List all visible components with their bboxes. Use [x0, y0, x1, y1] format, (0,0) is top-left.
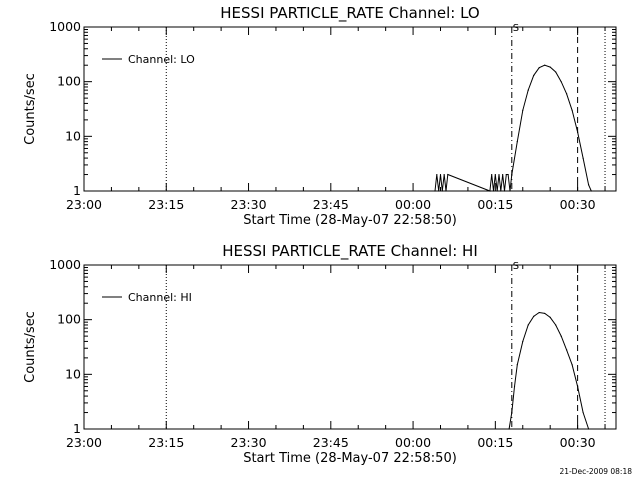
- hi-chart-title: HESSI PARTICLE_RATE Channel: HI: [222, 242, 478, 261]
- hi-series-point: [560, 335, 562, 337]
- lo-y-axis-label: Counts/sec: [23, 73, 38, 145]
- hi-series-point: [533, 315, 535, 317]
- lo-y-tick-label: 1000: [49, 19, 81, 34]
- lo-series-point: [527, 89, 529, 91]
- lo-s-marker: S: [513, 23, 519, 34]
- lo-x-tick-label: 00:30: [560, 197, 596, 212]
- lo-series-point: [447, 173, 449, 176]
- lo-series-point: [533, 74, 535, 77]
- hi-series-point: [513, 385, 516, 388]
- lo-series-point: [577, 131, 579, 133]
- lo-series-point: [496, 190, 498, 192]
- hi-series-point: [527, 324, 529, 326]
- lo-x-tick-label: 23:15: [148, 197, 184, 212]
- hi-x-tick-label: 00:00: [395, 435, 431, 450]
- lo-series-line: [434, 64, 592, 192]
- hi-x-tick-label: 00:30: [560, 435, 596, 450]
- lo-series-point: [544, 64, 546, 66]
- hi-series-point: [571, 364, 573, 366]
- hi-x-tick-label: 23:00: [66, 435, 102, 450]
- hi-x-tick-label: 00:15: [477, 435, 513, 450]
- hi-y-tick-label: 10: [65, 366, 81, 381]
- lo-legend-entry: Channel: LO: [128, 53, 195, 66]
- lo-x-tick-label: 00:00: [395, 197, 431, 212]
- lo-series-point: [436, 173, 438, 176]
- lo-series-point: [511, 173, 513, 176]
- hi-series-line: [508, 311, 590, 430]
- hi-s-marker: S: [513, 261, 519, 272]
- hi-x-tick-label: 23:45: [313, 435, 349, 450]
- hi-series-point: [508, 428, 510, 430]
- lo-series-point: [502, 173, 504, 176]
- hi-series-point: [549, 316, 551, 319]
- hi-y-tick-label: 100: [57, 312, 81, 327]
- panel-lo: HESSI PARTICLE_RATE Channel: LO 1 10 100 100…: [23, 4, 617, 228]
- lo-series-point: [590, 190, 592, 192]
- hi-series-point: [516, 364, 518, 366]
- lo-x-tick-label: 23:00: [66, 197, 102, 212]
- lo-series-point: [566, 93, 568, 95]
- lo-series-point: [507, 173, 509, 176]
- lo-series-point: [522, 109, 524, 111]
- lo-series-point: [560, 81, 562, 83]
- lo-series-point: [492, 190, 495, 192]
- lo-series-point: [509, 190, 511, 192]
- lo-series-point: [503, 190, 506, 192]
- lo-series-point: [441, 190, 443, 192]
- lo-y-tick-label: 100: [57, 74, 81, 89]
- lo-series-point: [438, 190, 440, 192]
- lo-series-point: [489, 190, 491, 192]
- lo-y-tick-label: 10: [65, 128, 81, 143]
- lo-series-point: [439, 173, 442, 176]
- lo-series-point: [500, 190, 502, 192]
- hi-series-point: [511, 411, 513, 414]
- lo-series-point: [555, 71, 557, 73]
- lo-plot-frame: [83, 26, 617, 192]
- hi-series-point: [538, 311, 540, 314]
- lo-series-point: [434, 190, 436, 192]
- lo-series-point: [516, 141, 518, 143]
- hi-x-tick-label: 23:15: [148, 435, 184, 450]
- lo-chart-title: HESSI PARTICLE_RATE Channel: LO: [220, 4, 479, 23]
- lo-series-point: [498, 173, 500, 176]
- lo-series-point: [587, 184, 590, 186]
- lo-series-point: [538, 67, 540, 69]
- hi-series-point: [582, 411, 584, 414]
- lo-y-tick-label: 1: [73, 183, 81, 198]
- hi-series-point: [555, 324, 557, 326]
- hi-plot-frame: [83, 264, 617, 430]
- lo-x-tick-label: 23:30: [231, 197, 267, 212]
- hi-series-point: [587, 428, 590, 430]
- lo-series-point: [571, 109, 573, 111]
- hi-series-point: [566, 349, 568, 351]
- lo-series-point: [505, 173, 507, 176]
- hi-x-tick-label: 23:30: [231, 435, 267, 450]
- hi-series-point: [544, 312, 546, 315]
- panel-hi: HESSI PARTICLE_RATE Channel: HI 1 10 100 100…: [23, 242, 617, 466]
- lo-x-tick-label: 00:15: [477, 197, 513, 212]
- hi-y-axis-label: Counts/sec: [23, 311, 38, 383]
- lo-x-axis-label: Start Time (28-May-07 22:58:50): [243, 213, 457, 228]
- lo-series-point: [443, 173, 445, 176]
- lo-series-point: [445, 190, 447, 192]
- hi-series-point: [577, 385, 579, 388]
- lo-series-point: [491, 173, 493, 176]
- lo-series-point: [549, 66, 551, 68]
- footer-stamp: 21-Dec-2009 08:18: [559, 467, 632, 476]
- lo-series-point: [494, 173, 496, 176]
- hi-x-axis-label: Start Time (28-May-07 22:58:50): [243, 451, 457, 466]
- lo-x-tick-label: 23:45: [313, 197, 349, 212]
- lo-series-point: [582, 157, 584, 159]
- hi-y-tick-label: 1: [73, 421, 81, 436]
- hi-legend-entry: Channel: HI: [128, 291, 192, 304]
- hi-series-point: [522, 340, 524, 343]
- hi-y-tick-label: 1000: [49, 257, 81, 272]
